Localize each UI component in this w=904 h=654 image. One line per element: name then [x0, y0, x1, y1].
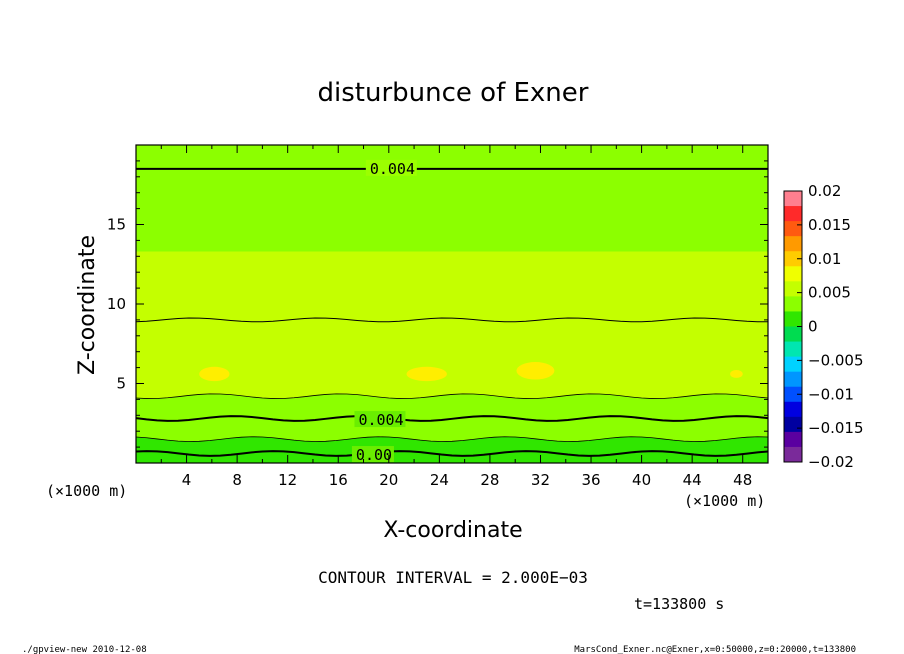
y-axis: 5 10 15: [107, 160, 768, 448]
colorbar-swatch: [784, 326, 802, 343]
colorbar-swatch: [784, 191, 802, 207]
x-tick-label: 16: [329, 471, 348, 489]
colorbar-swatch: [784, 281, 802, 297]
x-axis-label: X-coordinate: [383, 518, 522, 543]
colorbar-tick-label: 0.01: [808, 250, 841, 268]
contour-label: 0.004: [370, 160, 415, 178]
colorbar-swatch: [784, 251, 802, 267]
colorbar-tick-label: −0.01: [808, 385, 854, 403]
local-maximum: [730, 369, 743, 378]
chart-title: disturbunce of Exner: [318, 78, 589, 108]
x-tick-label: 24: [430, 471, 449, 489]
x-tick-label: 32: [531, 471, 550, 489]
contour-band: [136, 251, 768, 322]
local-maximum: [406, 366, 447, 382]
x-tick-label: 8: [232, 471, 242, 489]
contour-band: [136, 436, 768, 456]
contour-band: [136, 393, 768, 421]
colorbar: 0.02 0.015 0.01 0.005 0 −0.005 −0.01 −0.015 −0.0…: [783, 182, 864, 471]
y-tick-label: 5: [116, 375, 126, 393]
x-tick-label: 20: [379, 471, 398, 489]
colorbar-swatch: [784, 446, 802, 463]
contour-band: [136, 416, 768, 442]
x-tick-label: 48: [733, 471, 752, 489]
colorbar-tick-label: 0.02: [808, 182, 841, 200]
local-maximum: [199, 366, 230, 382]
colorbar-swatch: [784, 386, 802, 403]
colorbar-swatch: [784, 236, 802, 252]
y-tick-label: 10: [107, 295, 126, 313]
colorbar-swatch: [784, 401, 802, 418]
colorbar-tick-label: 0: [808, 318, 818, 336]
local-maximum: [516, 362, 555, 380]
colorbar-swatch: [784, 311, 802, 327]
x-tick-label: 4: [182, 471, 192, 489]
contour-band: [136, 451, 768, 463]
x-unit-label-left: (×1000 m): [46, 482, 127, 500]
colorbar-tick-label: 0.015: [808, 216, 851, 234]
x-axis: 4 8 12 16 20 24 28 32 36 40 44 48: [160, 145, 769, 489]
contour-band: [136, 318, 768, 399]
colorbar-swatch: [784, 416, 802, 433]
contour-interval: CONTOUR INTERVAL = 2.000E−03: [318, 568, 588, 587]
x-tick-label: 12: [278, 471, 297, 489]
colorbar-swatch: [784, 296, 802, 312]
contour-label: 0.004: [358, 411, 403, 429]
contour-line: [136, 415, 768, 422]
x-tick-label: 28: [480, 471, 499, 489]
x-tick-label: 36: [581, 471, 600, 489]
y-axis-label: Z-coordinate: [75, 235, 100, 375]
x-tick-label: 44: [683, 471, 702, 489]
colorbar-swatch: [784, 431, 802, 448]
colorbar-tick-label: −0.005: [808, 351, 864, 369]
contour-line: [136, 317, 768, 323]
footer-left: ./gpview-new 2010-12-08: [22, 645, 147, 654]
contour-line: [136, 436, 768, 442]
plot-area: 0.004 0.004 0.00: [135, 144, 769, 464]
colorbar-swatch: [784, 266, 802, 282]
contour-line: [136, 450, 768, 457]
contour-band: [136, 145, 768, 169]
colorbar-swatch: [784, 206, 802, 222]
colorbar-tick-label: −0.02: [808, 453, 854, 471]
colorbar-swatch: [784, 341, 802, 358]
contour-band: [136, 168, 768, 252]
y-tick-label: 15: [107, 216, 126, 234]
colorbar-tick-label: −0.015: [808, 419, 864, 437]
x-unit-label-right: (×1000 m): [684, 492, 765, 510]
colorbar-tick-label: 0.005: [808, 284, 851, 302]
footer-right: MarsCond_Exner.nc@Exner,x=0:50000,z=0:20…: [574, 645, 856, 654]
colorbar-swatch: [784, 371, 802, 388]
x-tick-label: 40: [632, 471, 651, 489]
colorbar-swatch: [784, 221, 802, 237]
contour-label: 0.00: [356, 446, 392, 464]
colorbar-swatch: [784, 356, 802, 373]
time-label: t=133800 s: [634, 595, 724, 613]
contour-line: [136, 393, 768, 399]
